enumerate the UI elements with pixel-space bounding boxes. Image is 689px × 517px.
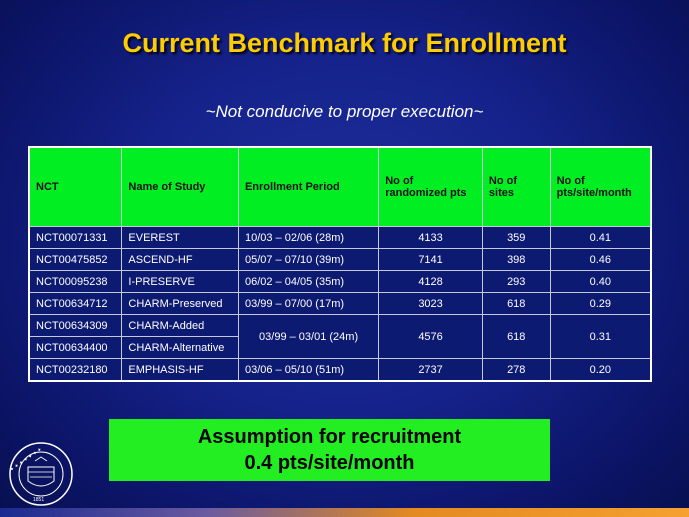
header-sites: No of sites xyxy=(481,146,551,227)
cell-study-name: CHARM-Added xyxy=(121,314,239,337)
cell-nct: NCT00232180 xyxy=(28,358,123,382)
cell-pts: 2737 xyxy=(378,358,483,382)
cell-study-name: CHARM-Preserved xyxy=(121,292,239,315)
cell-pts: 7141 xyxy=(378,248,483,271)
cell-pts: 4133 xyxy=(378,226,483,249)
cell-period: 03/06 – 05/10 (51m) xyxy=(237,358,380,382)
table-row: NCT00634400 CHARM-Alternative xyxy=(28,336,651,359)
cell-sites: 618 xyxy=(481,314,551,359)
cell-pts: 3023 xyxy=(378,292,483,315)
cell-rate: 0.20 xyxy=(549,358,652,382)
cell-nct: NCT00095238 xyxy=(28,270,123,293)
enrollment-benchmark-table: NCT Name of Study Enrollment Period No o… xyxy=(28,146,652,382)
table-row: NCT00232180 EMPHASIS-HF 03/06 – 05/10 (5… xyxy=(28,358,652,382)
table-row: NCT00095238 I-PRESERVE 06/02 – 04/05 (35… xyxy=(28,270,652,293)
cell-rate: 0.41 xyxy=(549,226,652,249)
cell-period: 10/03 – 02/06 (28m) xyxy=(237,226,380,249)
cell-rate: 0.40 xyxy=(549,270,652,293)
header-study-name: Name of Study xyxy=(121,146,239,227)
cell-study-name: I-PRESERVE xyxy=(121,270,239,293)
university-seal-logo: ✦ ✦ ✦ ✦ ✦ ✦ ✦ 1851 xyxy=(9,442,73,506)
assumption-line-2: 0.4 pts/site/month xyxy=(244,452,415,474)
cell-pts: 4576 xyxy=(378,314,483,359)
cell-pts: 4128 xyxy=(378,270,483,293)
cell-nct: NCT00071331 xyxy=(28,226,123,249)
cell-study-name: CHARM-Alternative xyxy=(121,336,239,359)
seal-year: 1851 xyxy=(33,497,44,503)
cell-rate: 0.46 xyxy=(549,248,652,271)
slide-title: Current Benchmark for Enrollment xyxy=(122,28,567,58)
table-row: NCT00071331 EVEREST 10/03 – 02/06 (28m) … xyxy=(28,226,652,249)
cell-sites: 618 xyxy=(481,292,551,315)
cell-nct: NCT00475852 xyxy=(28,248,123,271)
assumption-box: Assumption for recruitment 0.4 pts/site/… xyxy=(109,419,550,481)
cell-rate: 0.29 xyxy=(549,292,652,315)
table-row: NCT00634712 CHARM-Preserved 03/99 – 07/0… xyxy=(28,292,652,315)
cell-sites: 359 xyxy=(481,226,551,249)
cell-study-name: EVEREST xyxy=(121,226,239,249)
table-row: NCT00475852 ASCEND-HF 05/07 – 07/10 (39m… xyxy=(28,248,652,271)
cell-period: 03/99 – 03/01 (24m) xyxy=(237,314,380,359)
cell-period: 05/07 – 07/10 (39m) xyxy=(237,248,380,271)
cell-study-name: ASCEND-HF xyxy=(121,248,239,271)
cell-nct: NCT00634400 xyxy=(28,336,123,359)
cell-sites: 398 xyxy=(481,248,551,271)
cell-period: 03/99 – 07/00 (17m) xyxy=(237,292,380,315)
cell-sites: 293 xyxy=(481,270,551,293)
bottom-accent-bar xyxy=(0,508,689,517)
header-enrollment-period: Enrollment Period xyxy=(237,146,380,227)
header-randomized-pts: No of randomized pts xyxy=(378,146,483,227)
assumption-line-1: Assumption for recruitment xyxy=(197,426,462,448)
cell-nct: NCT00634309 xyxy=(28,314,123,337)
cell-nct: NCT00634712 xyxy=(28,292,123,315)
cell-sites: 278 xyxy=(481,358,551,382)
header-nct: NCT xyxy=(28,146,123,227)
slide-subtitle: ~Not conducive to proper execution~ xyxy=(205,102,484,121)
cell-period: 06/02 – 04/05 (35m) xyxy=(237,270,380,293)
table-row: NCT00634309 CHARM-Added 03/99 – 03/01 (2… xyxy=(28,314,652,359)
cell-study-name: EMPHASIS-HF xyxy=(121,358,239,382)
table-header-row: NCT Name of Study Enrollment Period No o… xyxy=(28,146,652,227)
cell-rate: 0.31 xyxy=(549,314,652,359)
header-pts-site-month: No of pts/site/month xyxy=(549,146,652,227)
